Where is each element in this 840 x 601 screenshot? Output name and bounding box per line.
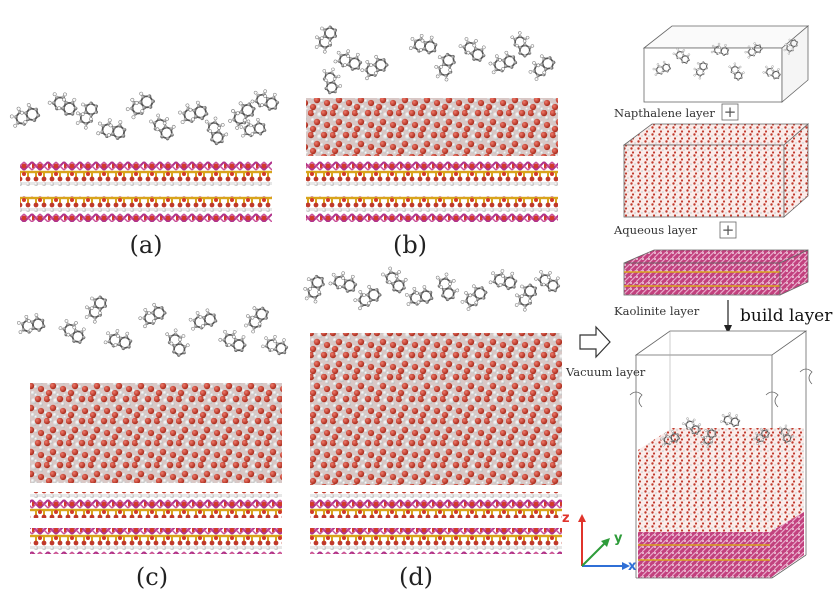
kaolinite-slab-d-2 bbox=[310, 528, 562, 554]
aqueous-layer-label: Aqueous layer bbox=[613, 223, 698, 237]
naphthalene-cluster-c bbox=[16, 292, 290, 359]
vacuum-layer-label: Vacuum layer bbox=[565, 365, 646, 379]
hollow-arrow bbox=[579, 325, 611, 359]
plus-icon-1: + bbox=[721, 103, 739, 121]
panel-label-b: (b) bbox=[393, 231, 427, 259]
axis-label-z: z bbox=[562, 511, 570, 526]
aqueous-box bbox=[622, 123, 810, 218]
kaolinite-slab-b-1 bbox=[306, 160, 558, 186]
naphthalene-cluster-a bbox=[8, 86, 282, 146]
panel-label-c: (c) bbox=[136, 563, 168, 591]
kaolinite-slab-c-1 bbox=[30, 492, 282, 518]
assembled-system-box bbox=[629, 330, 813, 579]
panel-label-d: (d) bbox=[399, 563, 433, 591]
kaolinite-slab-a-1 bbox=[20, 160, 272, 186]
naphthalene-cluster-b bbox=[311, 22, 558, 95]
panel-c: (c) bbox=[16, 292, 290, 591]
panel-a: (a) bbox=[8, 86, 282, 259]
svg-text:+: + bbox=[722, 221, 735, 239]
kaolinite-box bbox=[623, 249, 809, 296]
build-stack: Napthalene layer + Aqueous layer + Kaoli… bbox=[565, 25, 833, 579]
axis-label-y: y bbox=[614, 531, 623, 546]
naphthalene-layer-label: Napthalene layer bbox=[614, 106, 715, 120]
axes-triad: z y x bbox=[562, 511, 637, 574]
svg-text:+: + bbox=[724, 103, 737, 121]
panel-b: (b) bbox=[306, 22, 558, 259]
build-layer-label: build layer bbox=[740, 306, 833, 326]
kaolinite-slab-d-1 bbox=[310, 492, 562, 518]
kaolinite-layer-label: Kaolinite layer bbox=[614, 304, 700, 318]
kaolinite-slab-a-2 bbox=[20, 196, 272, 222]
naphthalene-cluster-d bbox=[300, 263, 564, 312]
build-arrow-head bbox=[724, 325, 732, 334]
kaolinite-slab-c-2 bbox=[30, 528, 282, 554]
plus-icon-2: + bbox=[719, 221, 737, 239]
water-layer-b bbox=[306, 98, 558, 156]
water-layer-d bbox=[310, 333, 562, 485]
water-layer-c bbox=[30, 383, 282, 483]
naphthalene-box bbox=[642, 25, 810, 103]
kaolinite-slab-b-2 bbox=[306, 196, 558, 222]
panel-label-a: (a) bbox=[129, 231, 162, 259]
panel-d: (d) bbox=[300, 263, 564, 591]
axis-label-x: x bbox=[628, 559, 637, 574]
